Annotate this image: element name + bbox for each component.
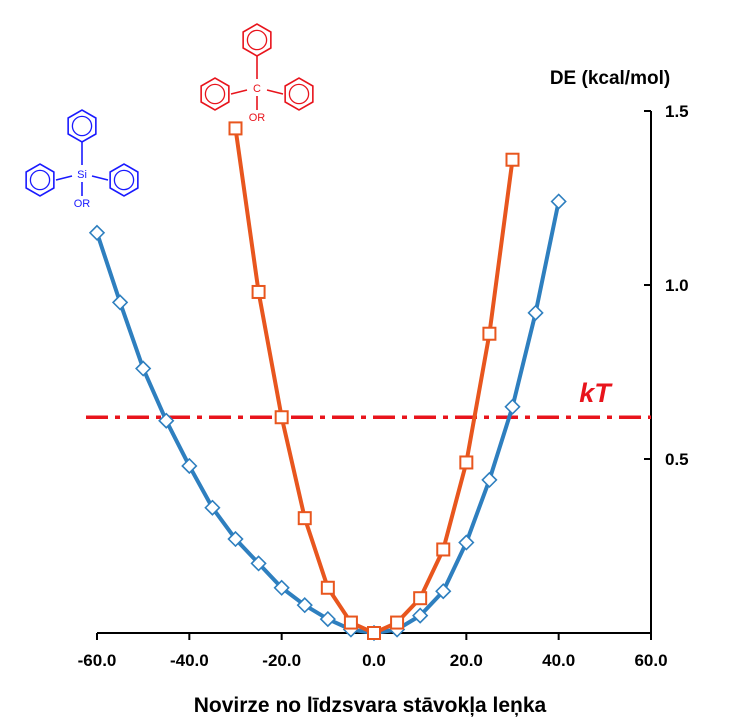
data-point [274,410,289,425]
data-point [181,457,198,475]
aromatic-circle [288,83,310,105]
aromatic-circle [113,169,135,191]
series-line [233,126,515,635]
data-point [273,579,290,596]
kt-label: kT [579,378,613,408]
data-point [436,542,451,557]
bond [91,175,109,181]
aromatic-circle [204,83,226,105]
x-tick-label: -60.0 [78,651,117,670]
data-point [367,626,381,640]
data-point [228,121,243,136]
y-tick-label: 1.0 [665,276,689,295]
phenyl-ring [284,77,314,111]
bond [55,175,73,181]
data-point [297,511,312,526]
data-point [435,583,452,600]
data-point [343,615,358,630]
phenyl-ring [25,163,55,197]
y-tick-label: 0.5 [665,450,689,469]
phenyl-ring [200,77,230,111]
aromatic-circle [29,169,51,191]
data-point [505,152,520,167]
data-point [158,412,175,429]
data-point [227,530,244,548]
data-point [458,534,475,551]
data-point [88,224,106,241]
data-point [550,193,567,210]
x-tick-label: 20.0 [450,651,483,670]
y-tick-label: 1.5 [665,102,689,121]
bond [266,89,284,95]
center-atom-label: C [253,83,261,95]
data-point [251,284,266,299]
x-tick-label: -20.0 [262,651,301,670]
aromatic-circle [71,115,93,137]
plot-area: -60.0 -40.0 -20.0 0.0 20.0 40.0 60.0 0.5 1.0 1.5 k… [25,23,689,670]
data-point [412,607,429,624]
x-tick-label: 40.0 [542,651,575,670]
data-point [481,471,498,489]
data-point [296,597,313,614]
data-point [111,294,129,311]
phenyl-ring [109,163,139,197]
data-point [250,555,267,572]
center-atom-label: Si [77,169,87,181]
aromatic-circle [246,29,268,51]
molecule-structure: C OR [200,23,314,124]
data-point [413,591,428,606]
data-point [135,360,152,377]
y-axis-title: DE (kcal/mol) [550,68,670,89]
data-point [527,304,544,321]
data-point [320,580,335,595]
molecule-structure: Si OR [25,109,139,210]
substituent-label: OR [74,198,91,210]
data-point [319,610,336,628]
data-point [459,455,474,470]
data-point [504,398,521,415]
bond [230,89,248,95]
x-axis-title: Novirze no līdzsvara stāvokļa leņka [194,694,547,717]
substituent-label: OR [249,112,266,124]
data-point [390,615,405,630]
data-point [482,326,497,341]
x-tick-label: 0.0 [362,651,386,670]
x-tick-label: 60.0 [634,651,667,670]
data-point [204,499,221,516]
x-tick-label: -40.0 [170,651,209,670]
